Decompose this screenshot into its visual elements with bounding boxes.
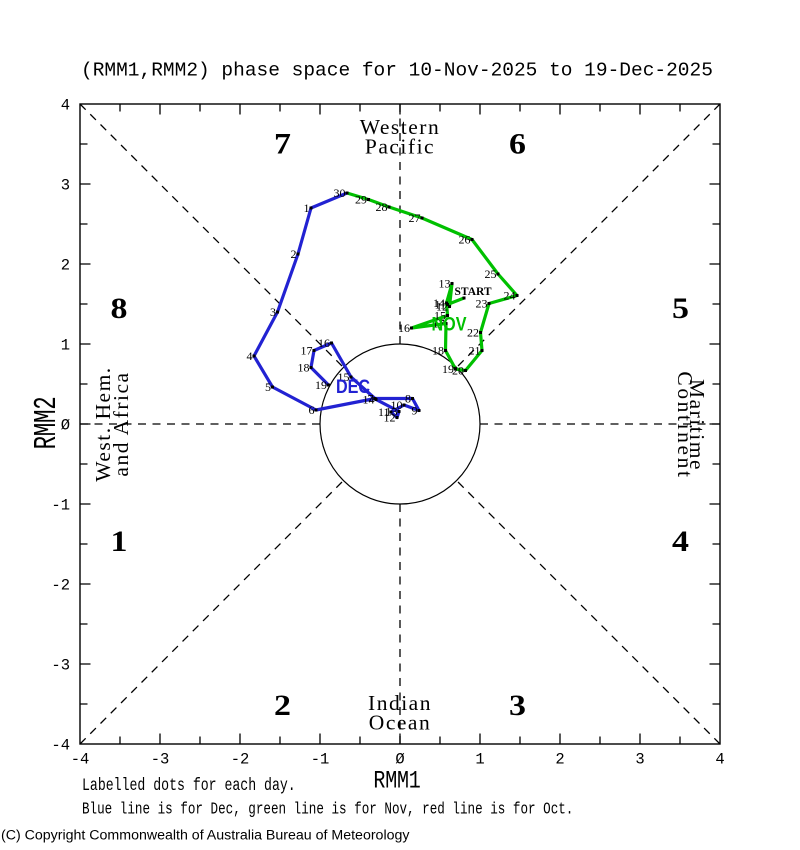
svg-text:3: 3 bbox=[61, 177, 70, 195]
svg-text:18: 18 bbox=[298, 360, 310, 374]
svg-text:8: 8 bbox=[111, 292, 128, 324]
svg-text:1: 1 bbox=[304, 201, 310, 215]
svg-text:Pacific: Pacific bbox=[365, 135, 435, 159]
svg-text:19: 19 bbox=[442, 362, 454, 376]
svg-text:West. Hem.: West. Hem. bbox=[91, 366, 115, 481]
svg-text:23: 23 bbox=[476, 296, 488, 310]
svg-text:RMM2: RMM2 bbox=[30, 397, 66, 450]
svg-text:19: 19 bbox=[315, 378, 327, 392]
svg-text:Ø: Ø bbox=[61, 417, 70, 435]
svg-text:3: 3 bbox=[270, 305, 276, 319]
svg-text:Blue line is for Dec, green li: Blue line is for Dec, green line is for … bbox=[82, 801, 573, 819]
svg-text:30: 30 bbox=[334, 186, 346, 200]
svg-text:14: 14 bbox=[433, 296, 445, 310]
svg-text:1: 1 bbox=[475, 751, 484, 769]
svg-text:21: 21 bbox=[469, 343, 481, 357]
svg-text:11: 11 bbox=[434, 297, 446, 311]
svg-text:4: 4 bbox=[672, 525, 689, 557]
svg-text:4: 4 bbox=[715, 751, 724, 769]
svg-text:7: 7 bbox=[274, 128, 291, 160]
svg-text:Ø: Ø bbox=[395, 751, 404, 769]
svg-text:15: 15 bbox=[434, 308, 446, 322]
svg-text:8: 8 bbox=[405, 391, 411, 405]
svg-text:-3: -3 bbox=[51, 657, 70, 675]
svg-text:16: 16 bbox=[398, 321, 410, 335]
svg-text:10: 10 bbox=[391, 398, 403, 412]
svg-text:-4: -4 bbox=[51, 737, 70, 755]
svg-text:(C) Copyright Commonwealth of: (C) Copyright Commonwealth of Australia … bbox=[1, 828, 410, 844]
svg-text:25: 25 bbox=[485, 267, 497, 281]
svg-text:5: 5 bbox=[672, 292, 689, 324]
svg-text:2: 2 bbox=[274, 689, 291, 721]
svg-text:26: 26 bbox=[459, 232, 471, 246]
svg-text:17: 17 bbox=[301, 343, 313, 357]
svg-text:Indian: Indian bbox=[368, 691, 432, 715]
svg-text:-3: -3 bbox=[151, 751, 170, 769]
svg-text:-1: -1 bbox=[51, 497, 70, 515]
svg-text:13: 13 bbox=[386, 404, 398, 418]
svg-text:4: 4 bbox=[61, 97, 70, 115]
svg-text:3: 3 bbox=[509, 689, 526, 721]
svg-text:DEC: DEC bbox=[336, 376, 370, 398]
svg-text:13: 13 bbox=[439, 276, 451, 290]
svg-text:NOV: NOV bbox=[432, 313, 467, 335]
svg-text:-4: -4 bbox=[71, 751, 90, 769]
svg-text:4: 4 bbox=[247, 349, 253, 363]
svg-text:Ocean: Ocean bbox=[369, 711, 431, 735]
svg-text:11: 11 bbox=[378, 405, 390, 419]
svg-text:Western: Western bbox=[360, 115, 440, 139]
svg-text:22: 22 bbox=[467, 325, 479, 339]
svg-text:15: 15 bbox=[338, 370, 350, 384]
svg-text:16: 16 bbox=[318, 336, 330, 350]
svg-text:17: 17 bbox=[433, 316, 445, 330]
svg-text:and Africa: and Africa bbox=[109, 371, 133, 476]
svg-text:1: 1 bbox=[61, 337, 70, 355]
svg-text:2: 2 bbox=[555, 751, 564, 769]
svg-text:Continent: Continent bbox=[673, 371, 697, 479]
svg-text:RMM1: RMM1 bbox=[373, 767, 420, 796]
svg-text:9: 9 bbox=[412, 403, 418, 417]
svg-text:START: START bbox=[455, 286, 492, 298]
svg-text:-1: -1 bbox=[311, 751, 330, 769]
svg-text:5: 5 bbox=[265, 380, 271, 394]
svg-text:27: 27 bbox=[409, 211, 421, 225]
svg-text:3: 3 bbox=[635, 751, 644, 769]
svg-text:28: 28 bbox=[376, 200, 388, 214]
svg-text:7: 7 bbox=[368, 391, 374, 405]
svg-text:-2: -2 bbox=[231, 751, 250, 769]
svg-text:Labelled dots for each day.: Labelled dots for each day. bbox=[82, 775, 296, 795]
svg-text:1: 1 bbox=[111, 525, 128, 557]
svg-text:14: 14 bbox=[363, 392, 375, 406]
svg-text:12: 12 bbox=[384, 410, 396, 424]
svg-text:29: 29 bbox=[355, 192, 367, 206]
svg-text:18: 18 bbox=[432, 343, 444, 357]
svg-text:6: 6 bbox=[309, 403, 315, 417]
svg-text:6: 6 bbox=[509, 128, 526, 160]
svg-text:2: 2 bbox=[61, 257, 70, 275]
svg-text:-2: -2 bbox=[51, 577, 70, 595]
svg-text:(RMM1,RMM2) phase space for 10: (RMM1,RMM2) phase space for 10-Nov-2025 … bbox=[81, 60, 713, 82]
svg-text:2: 2 bbox=[291, 247, 297, 261]
svg-text:24: 24 bbox=[504, 288, 516, 302]
svg-text:20: 20 bbox=[452, 363, 464, 377]
svg-text:Maritime: Maritime bbox=[685, 379, 709, 471]
